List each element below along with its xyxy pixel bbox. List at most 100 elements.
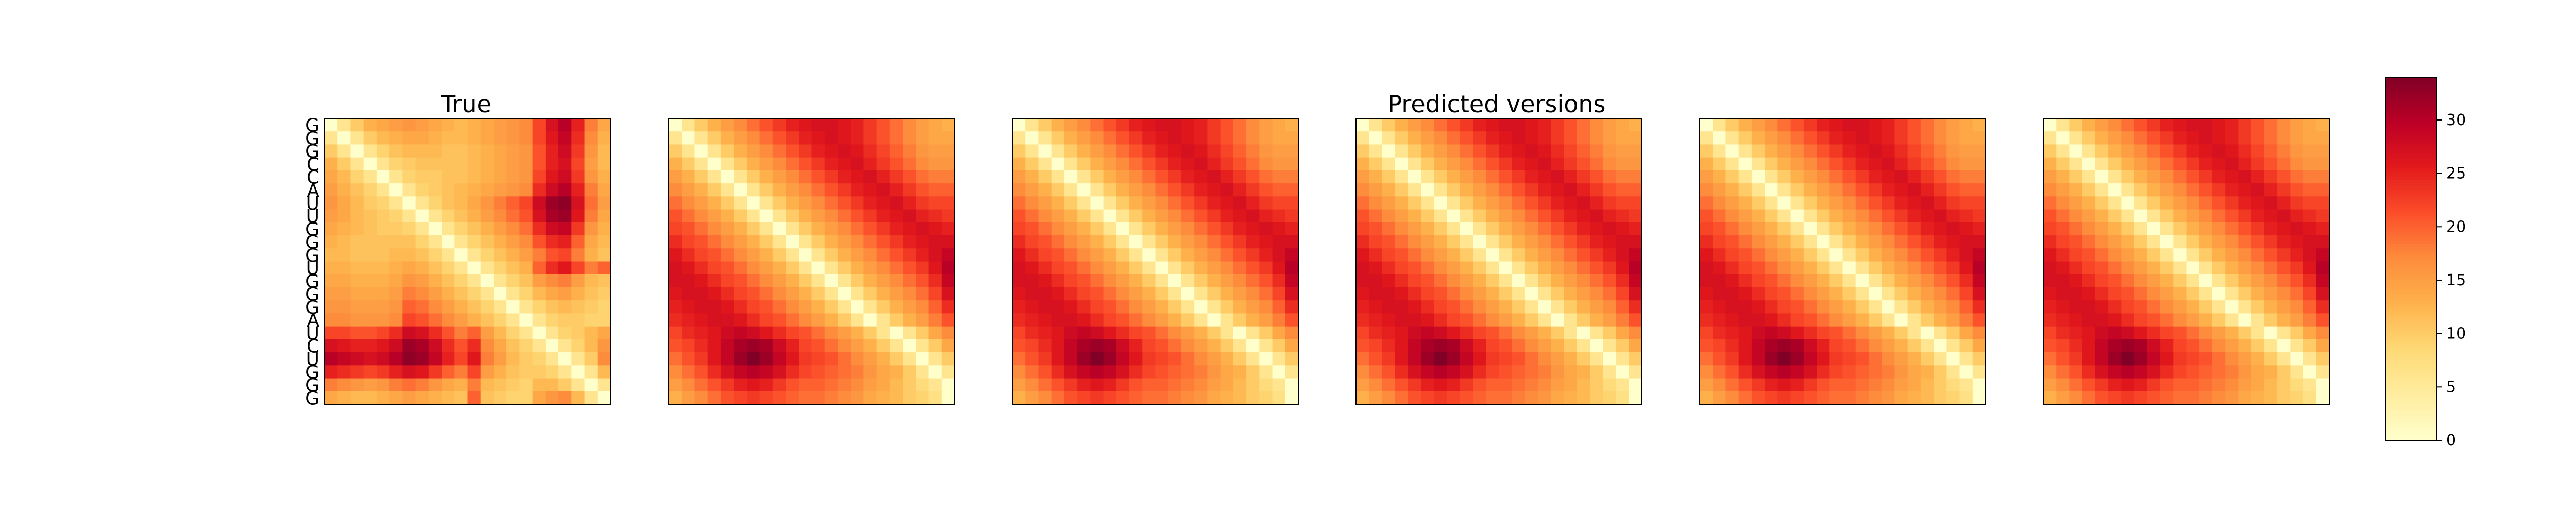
heatmap-cell: [2147, 157, 2161, 171]
heatmap-cell: [1434, 365, 1448, 379]
heatmap-cell: [1868, 261, 1882, 275]
heatmap-cell: [2212, 326, 2226, 340]
heatmap-cell: [545, 339, 559, 353]
heatmap-cell: [1025, 352, 1039, 366]
heatmap-cell: [903, 287, 916, 301]
heatmap-cell: [2134, 222, 2148, 236]
heatmap-cell: [1038, 378, 1052, 392]
heatmap-cell: [1155, 235, 1169, 249]
heatmap-cell: [747, 248, 760, 262]
heatmap-cell: [1855, 118, 1869, 132]
heatmap-cell: [1395, 144, 1409, 158]
heatmap-cell: [519, 157, 533, 171]
heatmap-cell: [1803, 157, 1817, 171]
heatmap-cell: [1803, 339, 1817, 353]
heatmap-cell: [519, 196, 533, 210]
heatmap-cell: [2147, 261, 2161, 275]
heatmap-cell: [1168, 300, 1182, 314]
heatmap-cell: [1038, 326, 1052, 340]
heatmap-panel-predicted-2: [1012, 118, 1299, 405]
heatmap-cell: [1129, 157, 1143, 171]
heatmap-cell: [1751, 118, 1765, 132]
heatmap-cell: [916, 274, 929, 288]
heatmap-cell: [1577, 170, 1590, 184]
colorbar-segment: [2385, 346, 2437, 350]
heatmap-cell: [1207, 261, 1221, 275]
heatmap-cell: [851, 313, 865, 327]
true-panel-title: True: [440, 90, 492, 118]
heatmap-cell: [811, 261, 825, 275]
heatmap-cell: [454, 274, 468, 288]
heatmap-cell: [1564, 378, 1578, 392]
heatmap-cell: [851, 248, 865, 262]
heatmap-cell: [558, 287, 572, 301]
heatmap-cell: [2134, 144, 2148, 158]
heatmap-cell: [1285, 339, 1299, 353]
heatmap-cell: [799, 326, 812, 340]
heatmap-cell: [1233, 261, 1247, 275]
heatmap-cell: [916, 326, 929, 340]
colorbar-segment: [2385, 425, 2437, 429]
heatmap-cell: [402, 313, 416, 327]
heatmap-cell: [532, 235, 546, 249]
heatmap-cell: [2134, 339, 2148, 353]
heatmap-cell: [759, 287, 773, 301]
heatmap-cell: [1395, 157, 1409, 171]
heatmap-cell: [2121, 209, 2135, 223]
heatmap-cell: [1090, 378, 1104, 392]
colorbar-segment: [2385, 389, 2437, 392]
heatmap-cell: [1629, 313, 1642, 327]
heatmap-cell: [1972, 339, 1986, 353]
heatmap-cell: [571, 313, 585, 327]
heatmap-cell: [1395, 365, 1409, 379]
heatmap-cell: [454, 339, 468, 353]
heatmap-cell: [1524, 326, 1538, 340]
heatmap-cell: [2238, 248, 2252, 262]
heatmap-cell: [1408, 235, 1421, 249]
heatmap-cell: [1946, 378, 1960, 392]
heatmap-cell: [747, 118, 760, 132]
heatmap-cell: [851, 352, 865, 366]
heatmap-cell: [903, 261, 916, 275]
heatmap-cell: [1603, 157, 1617, 171]
heatmap-cell: [2238, 300, 2252, 314]
heatmap-cell: [1272, 183, 1286, 197]
heatmap-cell: [1590, 378, 1603, 392]
heatmap-cell: [734, 235, 747, 249]
heatmap-cell: [837, 183, 851, 197]
heatmap-cell: [1603, 144, 1617, 158]
heatmap-cell: [2225, 183, 2239, 197]
heatmap-cell: [1538, 183, 1552, 197]
heatmap-cell: [1499, 209, 1513, 223]
heatmap-cell: [1738, 144, 1752, 158]
heatmap-cell: [532, 326, 546, 340]
heatmap-cell: [1907, 196, 1921, 210]
heatmap-cell: [532, 131, 546, 145]
heatmap-cell: [889, 339, 903, 353]
heatmap-cell: [1103, 209, 1117, 223]
heatmap-cell: [2251, 339, 2265, 353]
heatmap-cell: [1738, 339, 1752, 353]
heatmap-cell: [1972, 248, 1986, 262]
heatmap-cell: [1894, 339, 1908, 353]
heatmap-cell: [519, 235, 533, 249]
heatmap-cell: [1946, 222, 1960, 236]
heatmap-cell: [1246, 157, 1260, 171]
heatmap-cell: [2043, 261, 2057, 275]
heatmap-cell: [493, 378, 507, 392]
heatmap-cell: [1907, 326, 1921, 340]
heatmap-cell: [1272, 144, 1286, 158]
heatmap-cell: [889, 326, 903, 340]
heatmap-cell: [1421, 287, 1434, 301]
heatmap-cell: [1603, 222, 1617, 236]
heatmap-cell: [1272, 157, 1286, 171]
heatmap-cell: [597, 378, 611, 392]
heatmap-cell: [1512, 248, 1526, 262]
heatmap-cell: [1512, 274, 1526, 288]
heatmap-cell: [1577, 222, 1590, 236]
heatmap-cell: [682, 378, 696, 392]
heatmap-cell: [1408, 183, 1421, 197]
heatmap-cell: [1524, 235, 1538, 249]
sequence-label: C: [307, 167, 319, 188]
heatmap-cell: [1103, 274, 1117, 288]
